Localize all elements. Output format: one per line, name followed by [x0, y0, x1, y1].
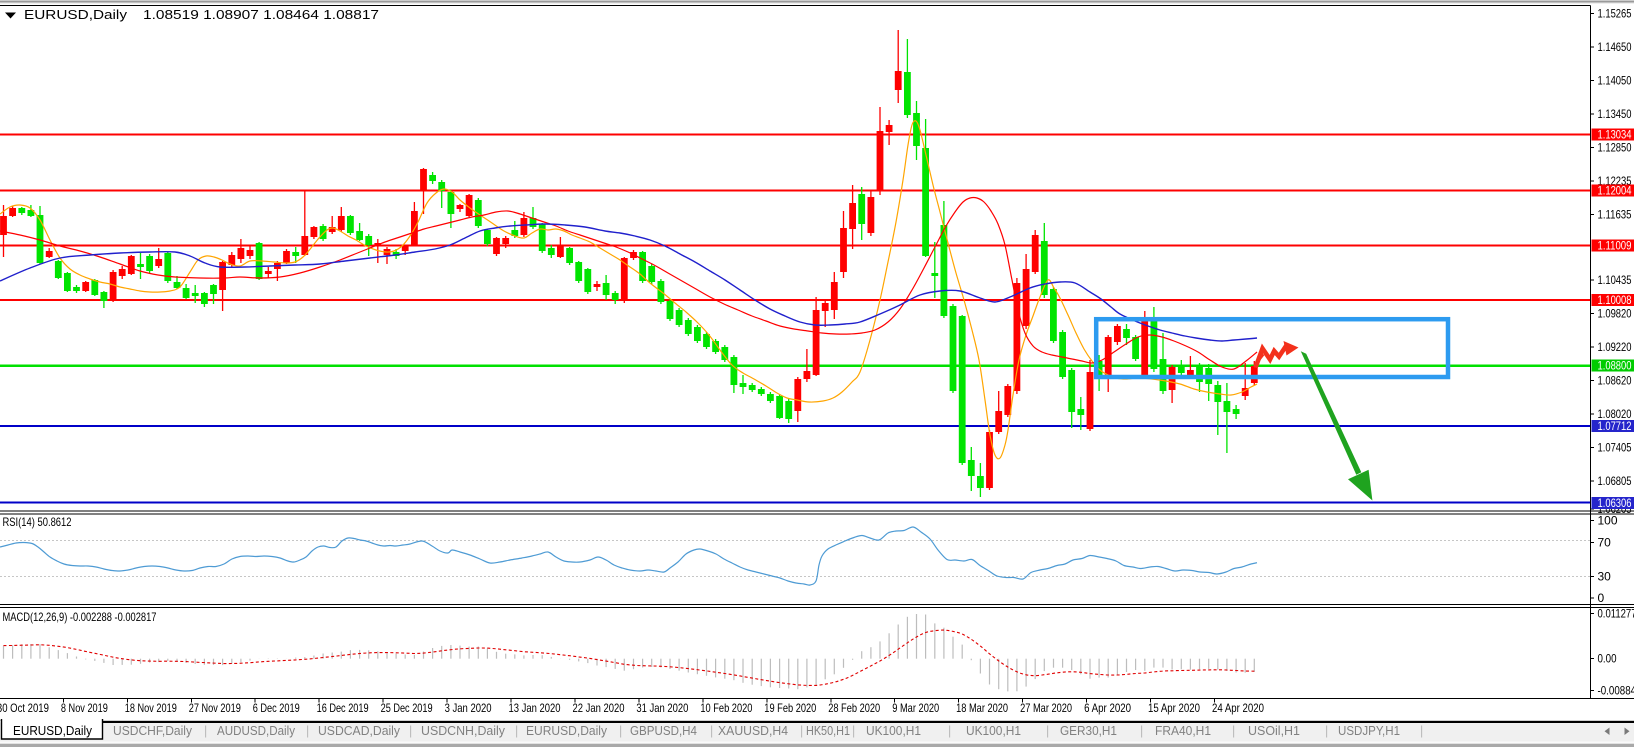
svg-text:10 Feb 2020: 10 Feb 2020	[700, 701, 752, 715]
svg-text:|: |	[1232, 724, 1235, 738]
svg-text:XAUUSD,H4: XAUUSD,H4	[718, 724, 788, 738]
svg-text:USOil,H1: USOil,H1	[1248, 724, 1300, 738]
svg-text:0: 0	[1598, 591, 1605, 605]
svg-text:22 Jan 2020: 22 Jan 2020	[573, 701, 625, 715]
svg-text:EURUSD,Daily: EURUSD,Daily	[24, 7, 128, 22]
svg-text:8 Nov 2019: 8 Nov 2019	[61, 701, 108, 715]
svg-text:AUDUSD,Daily: AUDUSD,Daily	[217, 724, 296, 738]
svg-text:1.06306: 1.06306	[1598, 496, 1632, 510]
svg-text:|: |	[515, 724, 518, 738]
svg-text:1.10008: 1.10008	[1598, 293, 1632, 307]
svg-text:|: |	[852, 724, 855, 738]
svg-text:RSI(14) 50.8612: RSI(14) 50.8612	[3, 515, 72, 529]
svg-text:UK100,H1: UK100,H1	[866, 724, 921, 738]
svg-text:UK100,H1: UK100,H1	[966, 724, 1021, 738]
svg-text:|: |	[1420, 724, 1423, 738]
svg-text:|: |	[619, 724, 622, 738]
svg-text:1.09820: 1.09820	[1598, 307, 1632, 321]
svg-text:USDJPY,H1: USDJPY,H1	[1338, 724, 1400, 738]
svg-text:30 Oct 2019: 30 Oct 2019	[0, 701, 49, 715]
svg-text:1.14650: 1.14650	[1598, 40, 1632, 54]
svg-text:|: |	[710, 724, 713, 738]
svg-text:30: 30	[1598, 570, 1612, 584]
svg-text:15 Apr 2020: 15 Apr 2020	[1148, 701, 1200, 715]
svg-text:|: |	[1140, 724, 1143, 738]
svg-text:0.00: 0.00	[1598, 652, 1617, 666]
svg-text:|: |	[1046, 724, 1049, 738]
svg-text:GER30,H1: GER30,H1	[1060, 724, 1117, 738]
svg-text:0.011277: 0.011277	[1598, 607, 1634, 621]
svg-text:EURUSD,Daily: EURUSD,Daily	[13, 724, 93, 738]
svg-text:25 Dec 2019: 25 Dec 2019	[381, 701, 433, 715]
svg-text:6 Dec 2019: 6 Dec 2019	[253, 701, 300, 715]
svg-text:|: |	[409, 724, 412, 738]
svg-text:1.12850: 1.12850	[1598, 141, 1632, 155]
svg-text:USDCNH,Daily: USDCNH,Daily	[421, 724, 506, 738]
svg-text:9 Mar 2020: 9 Mar 2020	[892, 701, 939, 715]
svg-text:13 Jan 2020: 13 Jan 2020	[509, 701, 561, 715]
svg-text:1.13034: 1.13034	[1598, 128, 1632, 142]
svg-text:18 Mar 2020: 18 Mar 2020	[956, 701, 1008, 715]
svg-text:1.08800: 1.08800	[1598, 359, 1632, 373]
svg-text:70: 70	[1598, 536, 1612, 550]
svg-text:FRA40,H1: FRA40,H1	[1155, 724, 1211, 738]
svg-text:19 Feb 2020: 19 Feb 2020	[764, 701, 816, 715]
svg-text:1.07712: 1.07712	[1598, 419, 1632, 433]
svg-text:27 Nov 2019: 27 Nov 2019	[189, 701, 241, 715]
svg-text:18 Nov 2019: 18 Nov 2019	[125, 701, 177, 715]
svg-text:MACD(12,26,9) -0.002288 -0.002: MACD(12,26,9) -0.002288 -0.002817	[3, 610, 157, 624]
svg-text:HK50,H1: HK50,H1	[806, 724, 850, 738]
svg-text:1.08020: 1.08020	[1598, 407, 1632, 421]
svg-text:1.10435: 1.10435	[1598, 273, 1632, 287]
svg-text:1.11009: 1.11009	[1598, 239, 1632, 253]
svg-text:1.15265: 1.15265	[1598, 7, 1632, 21]
svg-text:|: |	[948, 724, 951, 738]
svg-text:100: 100	[1598, 514, 1618, 528]
svg-text:1.11635: 1.11635	[1598, 208, 1632, 222]
svg-text:|: |	[800, 724, 803, 738]
svg-text:16 Dec 2019: 16 Dec 2019	[317, 701, 369, 715]
svg-text:27 Mar 2020: 27 Mar 2020	[1020, 701, 1072, 715]
svg-text:-0.008845: -0.008845	[1598, 684, 1634, 698]
svg-text:24 Apr 2020: 24 Apr 2020	[1212, 701, 1264, 715]
svg-text:|: |	[204, 724, 207, 738]
svg-text:EURUSD,Daily: EURUSD,Daily	[526, 724, 608, 738]
svg-text:USDCAD,Daily: USDCAD,Daily	[318, 724, 401, 738]
svg-text:USDCHF,Daily: USDCHF,Daily	[113, 724, 193, 738]
svg-text:3 Jan 2020: 3 Jan 2020	[445, 701, 492, 715]
svg-text:GBPUSD,H4: GBPUSD,H4	[630, 724, 697, 738]
svg-text:31 Jan 2020: 31 Jan 2020	[636, 701, 688, 715]
svg-text:6 Apr 2020: 6 Apr 2020	[1084, 701, 1131, 715]
svg-text:1.14050: 1.14050	[1598, 74, 1632, 88]
svg-text:|: |	[1325, 724, 1328, 738]
svg-text:|: |	[306, 724, 309, 738]
svg-text:1.12004: 1.12004	[1598, 184, 1632, 198]
svg-text:1.09220: 1.09220	[1598, 340, 1632, 354]
svg-text:1.06805: 1.06805	[1598, 474, 1632, 488]
svg-text:28 Feb 2020: 28 Feb 2020	[828, 701, 880, 715]
svg-text:1.13450: 1.13450	[1598, 107, 1632, 121]
svg-text:1.07405: 1.07405	[1598, 441, 1632, 455]
svg-text:1.08620: 1.08620	[1598, 374, 1632, 388]
svg-text:1.08519 1.08907 1.08464 1.0881: 1.08519 1.08907 1.08464 1.08817	[143, 7, 379, 22]
